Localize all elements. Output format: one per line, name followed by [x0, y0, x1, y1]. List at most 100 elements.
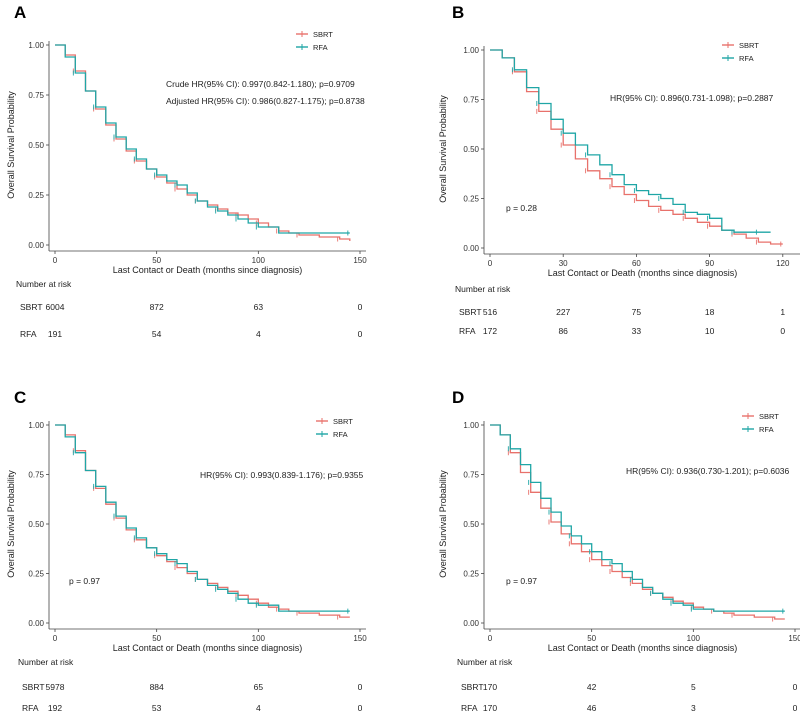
x-tick-label: 150 — [353, 256, 367, 265]
y-tick-label: 0.00 — [463, 244, 479, 253]
x-tick-label: 50 — [152, 256, 161, 265]
risk-count: 0 — [780, 326, 785, 336]
y-tick-label: 0.25 — [28, 570, 44, 579]
risk-count: 63 — [254, 302, 264, 312]
km-panel-b: B 0.00 0.25 0.50 0.75 1.00 0 30 60 90 120 Last Cont… — [438, 3, 800, 336]
risk-count: 6004 — [46, 302, 65, 312]
risk-count: 227 — [556, 307, 570, 317]
y-tick-label: 1.00 — [463, 46, 479, 55]
km-curve-rfa — [55, 44, 350, 234]
legend-label-sbrt: SBRT — [759, 412, 779, 421]
legend-label-rfa: RFA — [739, 54, 754, 63]
risk-count: 884 — [150, 682, 164, 692]
annotation-1: Crude HR(95% CI): 0.997(0.842-1.180); p=… — [166, 79, 355, 89]
x-axis-label: Last Contact or Death (months since diag… — [113, 643, 303, 653]
annotation-2: p = 0.97 — [506, 576, 537, 586]
x-tick-label: 90 — [705, 259, 714, 268]
risk-count: 0 — [793, 682, 798, 692]
y-tick-label: 1.00 — [28, 41, 44, 50]
y-axis-label: Overall Survival Probability — [6, 470, 16, 578]
risk-count: 53 — [152, 703, 162, 713]
x-tick-label: 30 — [559, 259, 568, 268]
y-tick-label: 0.50 — [28, 141, 44, 150]
y-axis-label: Overall Survival Probability — [438, 470, 448, 578]
risk-table-title: Number at risk — [457, 657, 513, 667]
risk-row-label-sbrt: SBRT — [459, 307, 482, 317]
y-axis-label: Overall Survival Probability — [438, 95, 448, 203]
panel-label: D — [452, 388, 464, 407]
annotation-1: HR(95% CI): 0.936(0.730-1.201); p=0.6036 — [626, 466, 790, 476]
km-curve-sbrt — [55, 424, 350, 618]
y-tick-label: 1.00 — [28, 421, 44, 430]
y-tick-label: 0.75 — [28, 91, 44, 100]
km-panel-c: C 0.00 0.25 0.50 0.75 1.00 0 50 100 150 Last Conta… — [6, 388, 367, 713]
risk-count: 5978 — [46, 682, 65, 692]
legend-label-rfa: RFA — [759, 425, 774, 434]
risk-table-title: Number at risk — [18, 657, 74, 667]
risk-row-label-rfa: RFA — [461, 703, 478, 713]
y-axis-label: Overall Survival Probability — [6, 91, 16, 199]
risk-count: 10 — [705, 326, 715, 336]
x-axis-label: Last Contact or Death (months since diag… — [548, 643, 738, 653]
legend-label-rfa: RFA — [333, 430, 348, 439]
legend-label-sbrt: SBRT — [739, 41, 759, 50]
y-tick-label: 0.75 — [463, 471, 479, 480]
x-tick-label: 50 — [587, 634, 596, 643]
y-tick-label: 0.50 — [463, 145, 479, 154]
y-tick-label: 0.50 — [28, 520, 44, 529]
x-tick-label: 0 — [488, 634, 493, 643]
risk-count: 42 — [587, 682, 597, 692]
risk-count: 516 — [483, 307, 497, 317]
risk-row-label-sbrt: SBRT — [22, 682, 45, 692]
risk-count: 872 — [150, 302, 164, 312]
risk-count: 4 — [256, 329, 261, 339]
x-tick-label: 60 — [632, 259, 641, 268]
risk-row-label-rfa: RFA — [22, 703, 39, 713]
risk-row-label-rfa: RFA — [20, 329, 37, 339]
risk-count: 75 — [632, 307, 642, 317]
risk-count: 5 — [691, 682, 696, 692]
legend-label-sbrt: SBRT — [313, 30, 333, 39]
legend-label-rfa: RFA — [313, 43, 328, 52]
risk-row-label-rfa: RFA — [459, 326, 476, 336]
risk-count: 18 — [705, 307, 715, 317]
km-curve-rfa — [55, 424, 350, 612]
x-tick-label: 150 — [788, 634, 800, 643]
annotation-2: Adjusted HR(95% CI): 0.986(0.827-1.175);… — [166, 96, 365, 106]
risk-row-label-sbrt: SBRT — [20, 302, 43, 312]
risk-count: 46 — [587, 703, 597, 713]
y-tick-label: 0.25 — [28, 191, 44, 200]
km-curve-sbrt — [490, 424, 785, 620]
risk-count: 3 — [691, 703, 696, 713]
x-tick-label: 50 — [152, 634, 161, 643]
legend-label-sbrt: SBRT — [333, 417, 353, 426]
x-axis-label: Last Contact or Death (months since diag… — [113, 265, 303, 275]
risk-count: 170 — [483, 682, 497, 692]
risk-count: 0 — [358, 682, 363, 692]
risk-count: 172 — [483, 326, 497, 336]
annotation-1: HR(95% CI): 0.896(0.731-1.098); p=0.2887 — [610, 93, 774, 103]
risk-count: 192 — [48, 703, 62, 713]
y-tick-label: 0.50 — [463, 520, 479, 529]
risk-count: 54 — [152, 329, 162, 339]
y-tick-label: 0.00 — [28, 241, 44, 250]
y-tick-label: 0.25 — [463, 570, 479, 579]
x-tick-label: 100 — [252, 256, 266, 265]
x-tick-label: 150 — [353, 634, 367, 643]
risk-row-label-sbrt: SBRT — [461, 682, 484, 692]
x-tick-label: 0 — [488, 259, 493, 268]
risk-count: 33 — [632, 326, 642, 336]
risk-count: 191 — [48, 329, 62, 339]
km-curve-rfa — [490, 49, 771, 233]
y-tick-label: 0.00 — [463, 619, 479, 628]
risk-count: 0 — [358, 329, 363, 339]
x-tick-label: 0 — [53, 634, 58, 643]
x-tick-label: 120 — [776, 259, 790, 268]
x-axis-label: Last Contact or Death (months since diag… — [548, 268, 738, 278]
km-curve-sbrt — [490, 49, 783, 245]
risk-count: 1 — [780, 307, 785, 317]
km-curve-rfa — [490, 424, 785, 612]
km-curve-sbrt — [55, 44, 351, 241]
y-tick-label: 1.00 — [463, 421, 479, 430]
